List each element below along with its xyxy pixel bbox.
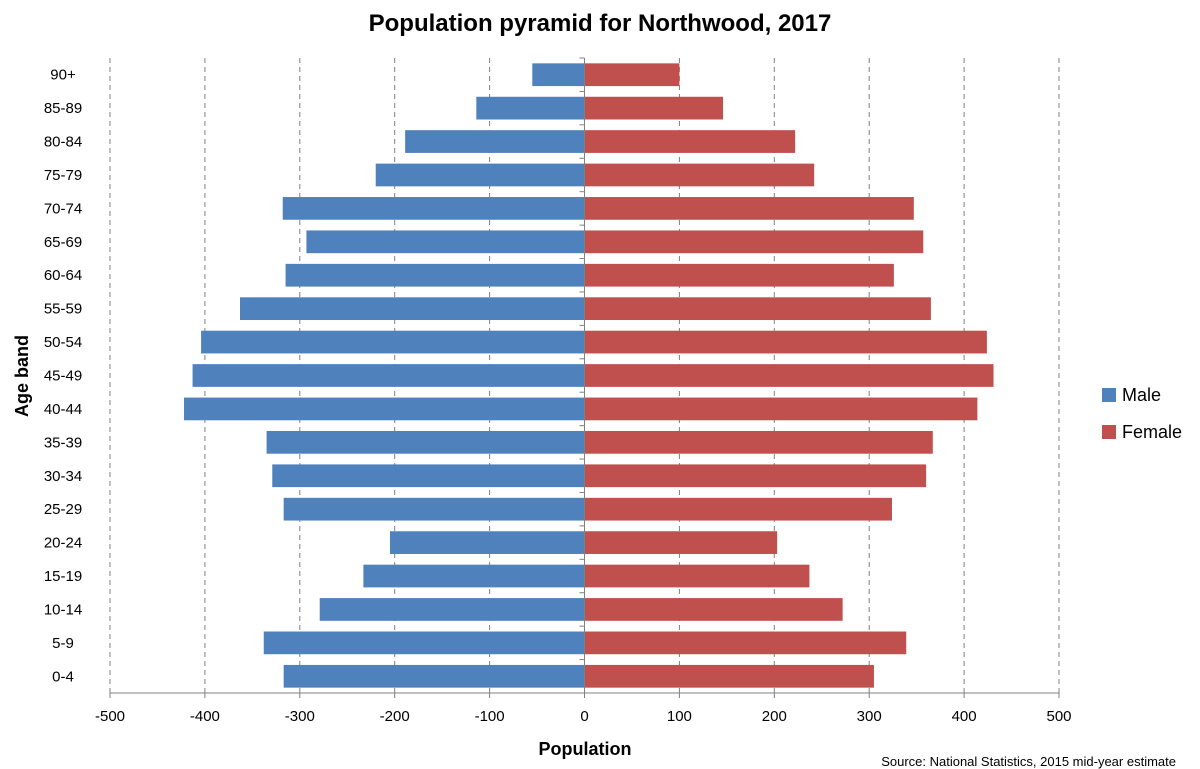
male-bar-90+ <box>532 63 585 87</box>
x-tick-label: 100 <box>667 708 692 725</box>
male-bar-80-84 <box>405 130 585 153</box>
axes: -500 -400 -300 -200 -100 0 100 200 300 400 500 0-4 5… <box>44 57 1072 725</box>
x-tick-label: 0 <box>580 708 588 725</box>
x-tick-label: -200 <box>380 708 410 725</box>
female-bar-40-44 <box>584 397 978 421</box>
y-tick-label: 70-74 <box>44 200 82 217</box>
male-bar-85-89 <box>476 96 585 120</box>
x-tick-label: -300 <box>285 708 315 725</box>
y-tick-label: 55-59 <box>44 301 82 318</box>
x-tick-label: -500 <box>95 708 125 725</box>
male-bar-5-9 <box>263 631 585 655</box>
y-tick-label: 85-89 <box>44 100 82 117</box>
y-tick-label: 75-79 <box>44 167 82 184</box>
bars <box>184 63 994 688</box>
legend-swatch-male <box>1102 388 1116 402</box>
x-axis-title: Population <box>539 739 632 759</box>
x-tick-label: 200 <box>762 708 787 725</box>
male-bar-55-59 <box>240 297 585 321</box>
source-note: Source: National Statistics, 2015 mid-ye… <box>881 754 1176 769</box>
legend-label-female: Female <box>1122 422 1182 442</box>
male-bar-10-14 <box>319 598 585 621</box>
male-bar-70-74 <box>282 197 585 220</box>
x-tick-label: -400 <box>190 708 220 725</box>
chart-title: Population pyramid for Northwood, 2017 <box>369 10 832 37</box>
y-tick-label: 80-84 <box>44 134 82 151</box>
female-bar-25-29 <box>584 497 892 521</box>
legend-label-male: Male <box>1122 385 1161 405</box>
male-bar-75-79 <box>375 163 585 187</box>
legend-swatch-female <box>1102 425 1116 439</box>
x-tick-label: 400 <box>952 708 977 725</box>
female-bar-50-54 <box>584 330 987 354</box>
female-bar-30-34 <box>584 464 927 488</box>
female-bar-60-64 <box>584 263 894 287</box>
female-bar-70-74 <box>584 197 914 220</box>
y-tick-label: 30-34 <box>44 468 82 485</box>
female-bar-45-49 <box>584 364 994 387</box>
female-bar-0-4 <box>584 664 874 688</box>
y-tick-label: 5-9 <box>52 635 74 652</box>
x-tick-label: 500 <box>1046 708 1071 725</box>
female-bar-20-24 <box>584 531 778 554</box>
female-bar-5-9 <box>584 631 907 655</box>
y-tick-label: 25-29 <box>44 501 82 518</box>
male-bar-40-44 <box>184 397 585 421</box>
male-bar-65-69 <box>306 230 585 254</box>
male-bar-25-29 <box>283 497 585 521</box>
male-bar-60-64 <box>285 263 585 287</box>
female-bar-35-39 <box>584 430 933 454</box>
y-tick-label: 90+ <box>50 67 76 84</box>
female-bar-65-69 <box>584 230 924 254</box>
female-bar-10-14 <box>584 598 843 621</box>
female-bar-85-89 <box>584 96 724 120</box>
female-bar-90+ <box>584 63 680 87</box>
male-bar-45-49 <box>192 364 585 387</box>
female-bar-80-84 <box>584 130 796 153</box>
y-tick-label: 45-49 <box>44 368 82 385</box>
y-tick-label: 20-24 <box>44 535 82 552</box>
x-tick-label: 300 <box>857 708 882 725</box>
y-axis-title: Age band <box>12 335 32 417</box>
male-bar-35-39 <box>266 430 585 454</box>
male-bar-15-19 <box>363 564 585 588</box>
y-tick-label: 10-14 <box>44 601 82 618</box>
female-bar-55-59 <box>584 297 931 321</box>
y-tick-label: 0-4 <box>52 668 74 685</box>
y-tick-label: 15-19 <box>44 568 82 585</box>
female-bar-15-19 <box>584 564 810 588</box>
x-tick-label: -100 <box>475 708 505 725</box>
y-tick-label: 50-54 <box>44 334 82 351</box>
legend: Male Female <box>1102 385 1182 442</box>
male-bar-20-24 <box>389 531 585 554</box>
female-bar-75-79 <box>584 163 815 187</box>
male-bar-30-34 <box>272 464 585 488</box>
male-bar-50-54 <box>201 330 585 354</box>
y-tick-label: 60-64 <box>44 267 82 284</box>
y-tick-label: 40-44 <box>44 401 82 418</box>
male-bar-0-4 <box>283 664 585 688</box>
y-tick-label: 65-69 <box>44 234 82 251</box>
y-tick-label: 35-39 <box>44 434 82 451</box>
